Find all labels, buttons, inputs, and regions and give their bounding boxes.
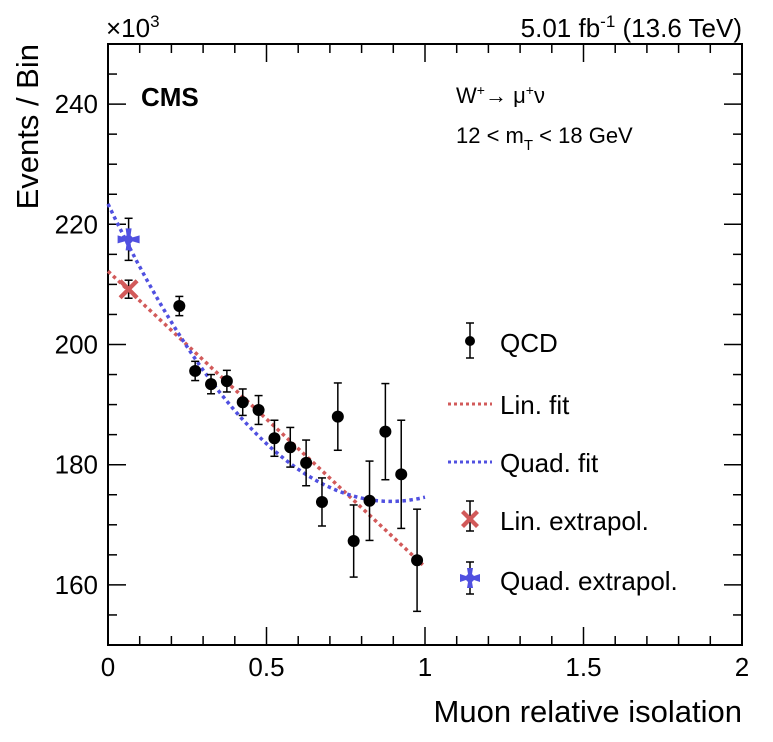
- data-point: [379, 382, 392, 481]
- data-point: [331, 382, 344, 452]
- data-point-marker: [379, 425, 392, 438]
- data-point-marker: [315, 495, 328, 508]
- process-base: W: [456, 83, 477, 108]
- process-label: W+→ μ+ν: [456, 82, 545, 108]
- mt-label: 12 < mT < 18 GeV: [456, 123, 633, 154]
- data-point-marker: [173, 300, 186, 313]
- process-sup2: +: [526, 82, 534, 98]
- data-point: [347, 504, 360, 578]
- data-point-marker: [395, 468, 408, 481]
- y-tick-label: 180: [55, 450, 98, 480]
- y-tick-label: 220: [55, 209, 98, 239]
- lin-extrapol-point: [118, 279, 139, 300]
- linear-fit-line: [106, 269, 427, 569]
- x-tick-label: 1: [418, 652, 432, 682]
- data-point-marker: [189, 364, 202, 377]
- data-point: [252, 394, 265, 426]
- data-point-marker: [347, 535, 360, 548]
- y-axis-title: Events / Bin: [10, 44, 45, 209]
- y-tick-label: 240: [55, 89, 98, 119]
- cross-marker: [461, 510, 479, 528]
- star-marker: [460, 568, 480, 588]
- x-tick-label: 0.5: [248, 652, 284, 682]
- data-points: [173, 295, 424, 613]
- data-point: [236, 388, 249, 417]
- fit-lines: [106, 203, 427, 569]
- legend-item-lin-fit: Lin. fit: [448, 390, 570, 420]
- x-tick-labels: 0 0.5 1 1.5 2: [101, 652, 749, 682]
- y-multiplier-base: ×10: [106, 13, 150, 43]
- data-point-marker: [220, 375, 233, 388]
- data-point: [300, 439, 313, 487]
- data-point-marker: [331, 410, 344, 423]
- legend-item-quad-fit: Quad. fit: [448, 448, 599, 478]
- y-tick-label: 160: [55, 570, 98, 600]
- legend-item-qcd: QCD: [465, 322, 558, 359]
- data-point-marker: [268, 432, 281, 445]
- process-arrow: → μ: [485, 83, 526, 108]
- y-tick-labels: 160 180 200 220 240: [55, 89, 98, 600]
- y-multiplier-exp: 3: [150, 12, 159, 31]
- data-point: [220, 369, 233, 393]
- extrapolation-markers: [117, 217, 140, 300]
- data-point: [284, 426, 297, 468]
- x-tick-label: 1.5: [565, 652, 601, 682]
- legend-quad-extrapol-label: Quad. extrapol.: [500, 566, 678, 596]
- data-point: [173, 295, 186, 317]
- data-point-marker: [236, 396, 249, 409]
- legend-quad-fit-label: Quad. fit: [500, 448, 599, 478]
- legend: QCD Lin. fit Quad. fit Lin. extrapol. Qu…: [448, 322, 678, 596]
- data-point-marker: [205, 378, 218, 391]
- legend-lin-fit-label: Lin. fit: [500, 390, 570, 420]
- y-tick-label: 200: [55, 330, 98, 360]
- data-point: [363, 460, 376, 542]
- process-sup1: +: [477, 82, 485, 98]
- legend-quad-extrapol-marker-icon: [460, 561, 480, 595]
- data-point-marker: [284, 441, 297, 454]
- plot-frame: [107, 43, 743, 646]
- lumi-value: 5.01 fb: [521, 13, 601, 43]
- mt-sub: T: [524, 137, 533, 154]
- experiment-label: CMS: [141, 82, 199, 112]
- legend-qcd-dot: [465, 336, 475, 346]
- mt-pre: 12 < m: [456, 123, 524, 148]
- process-tail: ν: [534, 83, 545, 108]
- y-multiplier: ×103: [106, 12, 160, 43]
- legend-item-quad-extrapol: Quad. extrapol.: [460, 561, 678, 596]
- data-point: [395, 419, 408, 530]
- legend-lin-extrapol-label: Lin. extrapol.: [500, 506, 649, 536]
- legend-lin-extrapol-marker-icon: [461, 500, 479, 532]
- legend-qcd-marker-icon: [465, 322, 475, 359]
- star-marker: [117, 228, 140, 251]
- data-point-marker: [252, 404, 265, 417]
- quad-extrapol-point: [117, 217, 140, 262]
- data-point: [315, 477, 328, 527]
- data-point-marker: [300, 456, 313, 469]
- data-point: [189, 360, 202, 382]
- lumi-exp: -1: [600, 12, 615, 31]
- data-point-marker: [411, 554, 424, 567]
- legend-qcd-label: QCD: [500, 328, 558, 358]
- energy-label: (13.6 TeV): [615, 13, 742, 43]
- data-point-marker: [363, 494, 376, 507]
- axis-ticks: [107, 43, 743, 646]
- data-point: [205, 373, 218, 395]
- cross-marker: [118, 279, 139, 300]
- data-point: [268, 419, 281, 458]
- mt-post: < 18 GeV: [533, 123, 633, 148]
- x-tick-label: 2: [735, 652, 749, 682]
- x-axis-title: Muon relative isolation: [434, 694, 742, 729]
- x-tick-label: 0: [101, 652, 115, 682]
- data-point: [411, 508, 424, 613]
- legend-item-lin-extrapol: Lin. extrapol.: [461, 500, 649, 536]
- lumi-label: 5.01 fb-1 (13.6 TeV): [521, 12, 742, 43]
- quadratic-fit-line: [106, 203, 426, 504]
